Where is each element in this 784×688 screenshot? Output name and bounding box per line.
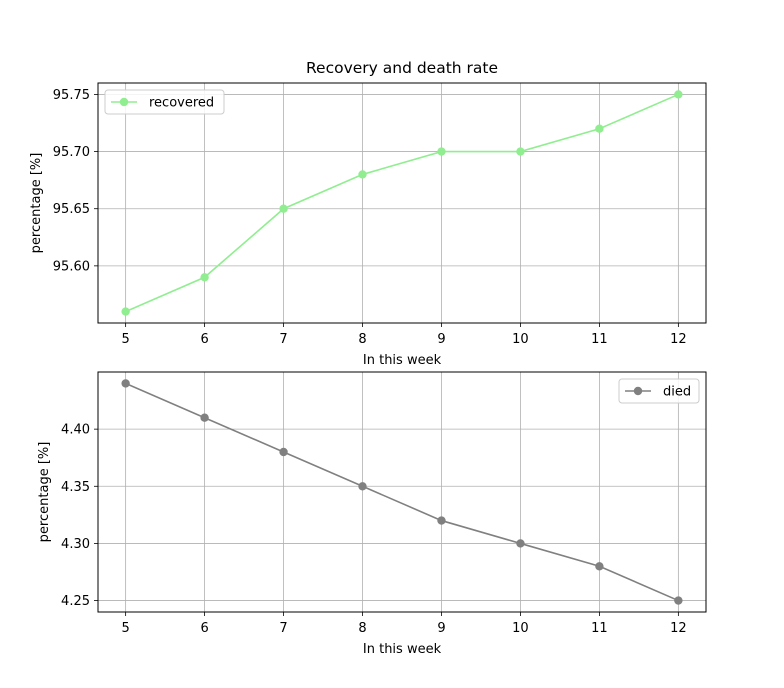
legend-marker-swatch xyxy=(119,97,129,107)
x-tick-label: 8 xyxy=(358,332,366,347)
x-tick-label: 10 xyxy=(512,332,529,347)
legend: died xyxy=(618,378,700,404)
x-tick-label: 12 xyxy=(670,332,687,347)
data-point-recovered xyxy=(121,307,130,316)
data-point-died xyxy=(595,562,604,571)
x-tick-label: 8 xyxy=(358,621,366,636)
x-axis-label: In this week xyxy=(363,353,442,368)
x-tick-label: 6 xyxy=(200,332,208,347)
data-point-died xyxy=(121,379,130,388)
chart-panel-2: 5 6 7 8 9 10 11 12 4.25 4.30 4.35 4.40 In this week p… xyxy=(37,371,707,657)
legend-box xyxy=(104,89,225,115)
data-point-died xyxy=(358,482,367,491)
y-tick-label: 95.70 xyxy=(53,145,90,160)
data-point-died xyxy=(437,516,446,525)
plot-frame xyxy=(97,82,707,324)
x-tick-label: 12 xyxy=(670,621,687,636)
legend-marker-swatch xyxy=(633,386,643,396)
data-point-died xyxy=(200,413,209,422)
series-line-died xyxy=(125,382,679,602)
y-axis-label: percentage [%] xyxy=(37,442,52,543)
x-tick-label: 11 xyxy=(591,621,608,636)
x-tick-label: 7 xyxy=(279,621,287,636)
data-point-recovered xyxy=(674,90,683,99)
y-tick-label: 4.30 xyxy=(61,537,90,552)
data-point-recovered xyxy=(516,147,525,156)
data-point-recovered xyxy=(358,170,367,179)
y-tick-label: 95.60 xyxy=(53,259,90,274)
y-tick-label: 4.40 xyxy=(61,423,90,438)
x-tick-label: 10 xyxy=(512,621,529,636)
legend: recovered xyxy=(104,89,225,115)
data-point-recovered xyxy=(595,124,604,133)
data-point-recovered xyxy=(437,147,446,156)
x-tick-label: 6 xyxy=(200,621,208,636)
plot-frame xyxy=(97,371,707,613)
chart-panel-1: 5 6 7 8 9 10 11 12 95.60 95.65 95.70 95.75 In this w… xyxy=(29,59,707,368)
legend-label: recovered xyxy=(149,96,214,111)
data-point-recovered xyxy=(200,273,209,282)
y-tick-label: 4.35 xyxy=(61,480,90,495)
legend-box xyxy=(618,378,700,404)
y-tick-label: 95.75 xyxy=(53,88,90,103)
data-point-died xyxy=(516,539,525,548)
series-line-recovered xyxy=(125,93,679,313)
chart-title: Recovery and death rate xyxy=(306,59,498,77)
x-tick-label: 5 xyxy=(121,621,129,636)
x-tick-label: 7 xyxy=(279,332,287,347)
data-point-recovered xyxy=(279,204,288,213)
y-axis-label: percentage [%] xyxy=(29,153,44,254)
x-tick-label: 9 xyxy=(437,332,445,347)
x-tick-label: 5 xyxy=(121,332,129,347)
x-tick-label: 9 xyxy=(437,621,445,636)
legend-label: died xyxy=(663,385,691,400)
data-point-died xyxy=(279,447,288,457)
x-tick-label: 11 xyxy=(591,332,608,347)
y-tick-label: 4.25 xyxy=(61,594,90,609)
data-point-died xyxy=(674,596,683,605)
x-axis-label: In this week xyxy=(363,642,442,657)
y-tick-label: 95.65 xyxy=(53,202,90,217)
